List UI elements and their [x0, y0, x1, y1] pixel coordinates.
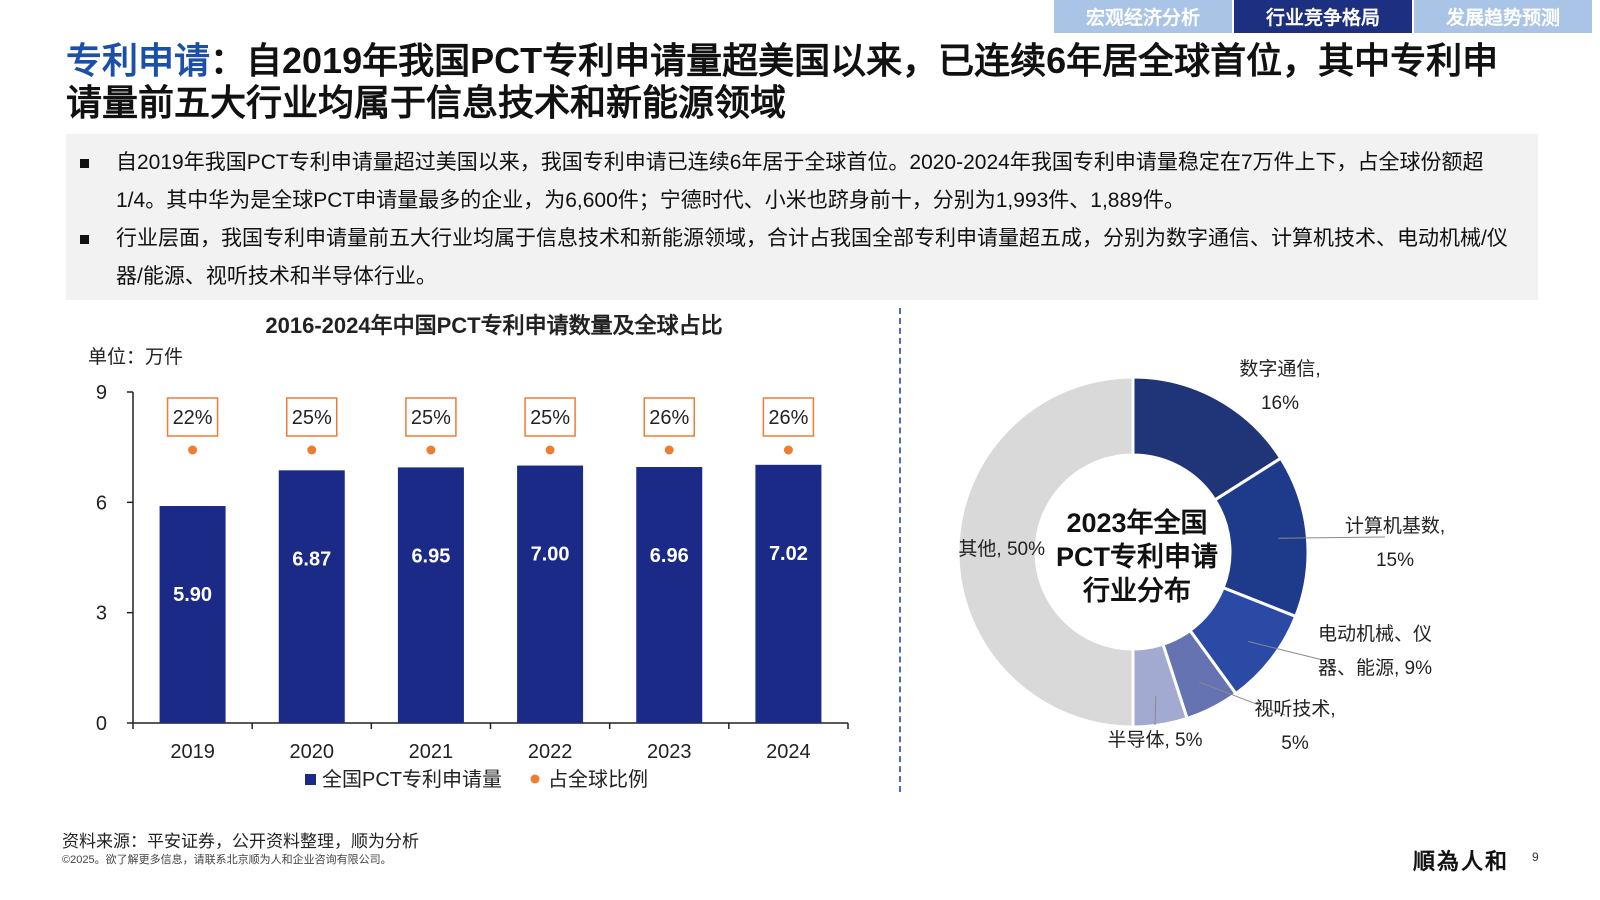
tab-industry-competition[interactable]: 行业竞争格局 [1234, 0, 1412, 33]
slice-label: 其他, 50% [958, 538, 1045, 560]
slice-leader-line [1278, 536, 1386, 539]
slice-label: 计算机基数, [1345, 515, 1445, 537]
section-tabs: 宏观经济分析 行业竞争格局 发展趋势预测 [1052, 0, 1592, 33]
donut-center-title: PCT专利申请 [1056, 542, 1218, 572]
slice-label: 数字通信, [1239, 358, 1320, 380]
legend-dot-swatch [530, 774, 540, 784]
bar-value-label: 7.00 [531, 544, 570, 566]
share-label: 22% [173, 407, 213, 429]
share-label-box [405, 397, 457, 437]
share-label-box [762, 397, 815, 437]
summary-box: 自2019年我国PCT专利申请量超过美国以来，我国专利申请已连续6年居于全球首位… [66, 134, 1538, 300]
legend-bar-label: 全国PCT专利申请量 [322, 768, 502, 791]
slice-label: 电动机械、仪 [1318, 623, 1432, 645]
summary-bullet-text: 行业层面，我国专利申请量前五大行业均属于信息技术和新能源领域，合计占我国全部专利… [116, 227, 1508, 288]
share-label-box [524, 397, 576, 437]
copyright-note: ©2025。欲了解更多信息，请联系北京顺为人和企业咨询有限公司。 [62, 854, 392, 866]
x-tick-label: 2021 [409, 741, 454, 763]
title-text: ：自2019年我国PCT专利申请量超美国以来，已连续6年居全球首位，其中专利申请… [66, 40, 1499, 123]
bar [636, 467, 703, 723]
share-label-box [286, 397, 338, 437]
slice-leader-line [1154, 696, 1157, 726]
bar [755, 464, 822, 723]
bar-value-label: 6.95 [411, 545, 450, 567]
summary-bullet-text: 自2019年我国PCT专利申请量超过美国以来，我国专利申请已连续6年居于全球首位… [116, 151, 1484, 212]
legend-bar-swatch [305, 774, 316, 785]
slice-leader-line [1199, 681, 1286, 716]
y-axis-unit-label: 单位：万件 [88, 346, 183, 368]
bullet-square-icon [80, 159, 89, 168]
share-label-box [643, 397, 695, 437]
x-tick-label: 2020 [290, 741, 335, 763]
share-label: 26% [649, 407, 689, 429]
y-tick-label: 3 [96, 603, 107, 625]
bar-value-label: 5.90 [173, 584, 212, 606]
y-tick-label: 0 [96, 713, 107, 735]
bar [517, 465, 584, 723]
slice-label: 15% [1376, 550, 1414, 571]
slice-label: 半导体, 5% [1107, 729, 1202, 751]
tab-trend-forecast[interactable]: 发展趋势预测 [1414, 0, 1592, 33]
chart-title: 2016-2024年中国PCT专利申请数量及全球占比 [265, 313, 722, 338]
share-dot [426, 445, 436, 455]
summary-bullet-1: 自2019年我国PCT专利申请量超过美国以来，我国专利申请已连续6年居于全球首位… [66, 144, 1526, 220]
bar-value-label: 6.87 [292, 548, 331, 570]
brand-logo: 順為人和 [1413, 849, 1510, 875]
source-note: 资料来源：平安证券，公开资料整理，顺为分析 [62, 832, 419, 851]
share-label: 26% [768, 407, 808, 429]
x-tick-label: 2019 [170, 741, 215, 763]
y-tick-label: 9 [96, 382, 107, 404]
share-label: 25% [411, 407, 451, 429]
donut-chart: 数字通信, 16% 计算机基数, 15% 电动机械、仪器、能源, 9% 视听技术, 5% 半导… [956, 358, 1445, 754]
page-title: 专利申请：自2019年我国PCT专利申请量超美国以来，已连续6年居全球首位，其中… [66, 40, 1526, 124]
chart-divider [899, 308, 901, 792]
slice-label: 16% [1261, 393, 1299, 414]
donut-slice [956, 375, 1135, 729]
donut-center-title: 2023年全国 [1066, 507, 1207, 538]
share-dot [664, 445, 674, 455]
slice-label: 器、能源, 9% [1318, 657, 1432, 679]
share-dot [188, 445, 198, 455]
slice-label: 5% [1281, 733, 1309, 754]
summary-bullet-2: 行业层面，我国专利申请量前五大行业均属于信息技术和新能源领域，合计占我国全部专利… [66, 220, 1526, 296]
share-label-box [166, 397, 219, 437]
bar [397, 467, 464, 723]
share-label: 25% [292, 407, 332, 429]
bar-value-label: 7.02 [769, 543, 808, 565]
x-tick-label: 2022 [528, 741, 573, 763]
bar [278, 470, 345, 723]
y-tick-label: 6 [96, 492, 107, 514]
bar-value-label: 6.96 [650, 545, 689, 567]
x-tick-label: 2023 [647, 741, 692, 763]
share-label: 25% [530, 407, 570, 429]
share-dot [545, 445, 555, 455]
title-highlight: 专利申请 [66, 40, 211, 81]
page-number: 9 [1532, 850, 1539, 864]
tab-macro-economy[interactable]: 宏观经济分析 [1054, 0, 1232, 33]
slice-label: 视听技术, [1254, 698, 1335, 720]
slice-leader-line [1248, 640, 1336, 664]
share-dot [783, 445, 793, 455]
share-dot [307, 445, 317, 455]
bar [159, 506, 226, 723]
bullet-square-icon [80, 235, 89, 244]
x-tick-label: 2024 [766, 741, 811, 763]
donut-center-title: 行业分布 [1082, 575, 1191, 606]
legend-dot-label: 占全球比例 [548, 768, 648, 791]
